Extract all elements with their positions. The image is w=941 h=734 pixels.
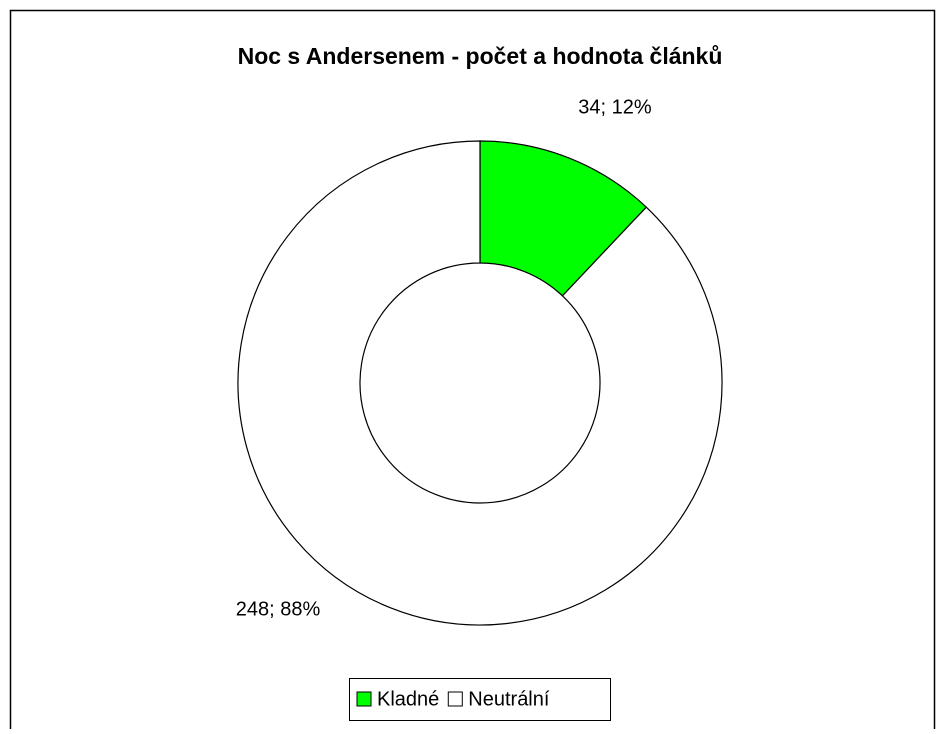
legend-label: Neutrální <box>468 688 550 710</box>
donut-segment <box>479 140 648 297</box>
legend-swatch <box>447 691 463 707</box>
donut-segment <box>237 140 723 626</box>
data-label: 248; 88% <box>236 598 321 620</box>
legend-label: Kladné <box>377 688 439 710</box>
chart-title: Noc s Andersenem - počet a hodnota článk… <box>238 43 723 69</box>
legend-swatch <box>356 691 372 707</box>
data-label: 34; 12% <box>578 96 652 118</box>
legend-box <box>349 678 611 721</box>
